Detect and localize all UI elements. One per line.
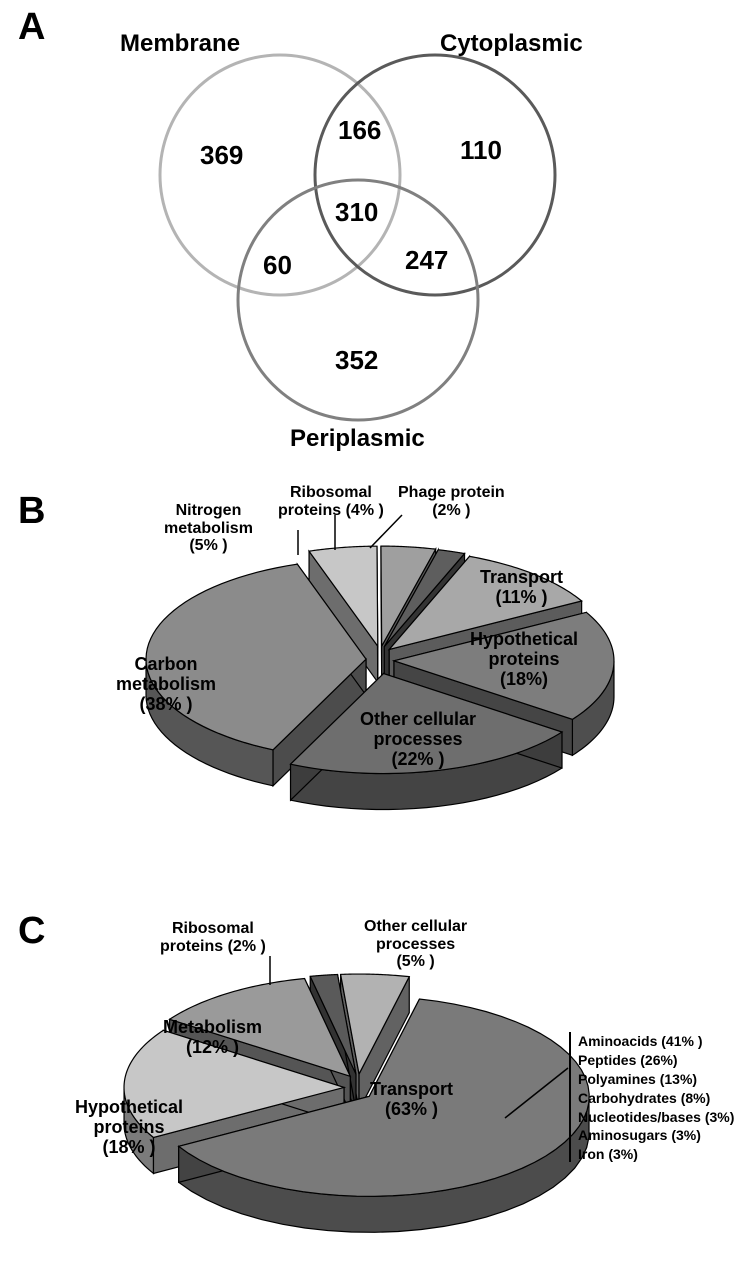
venn-value-periplasmic-only: 352 [335, 345, 378, 376]
venn-value-cytoplasmic-periplasmic: 247 [405, 245, 448, 276]
venn-label-cytoplasmic: Cytoplasmic [440, 30, 583, 58]
venn-value-membrane-only: 369 [200, 140, 243, 171]
transport-sub-item: Nucleotides/bases (3%) [578, 1108, 734, 1127]
venn-value-membrane-periplasmic: 60 [263, 250, 292, 281]
venn-value-cytoplasmic-only: 110 [460, 135, 502, 166]
venn-label-periplasmic: Periplasmic [290, 425, 425, 453]
figure-root: A B C Membrane Cytoplasmic Periplasmic 3… [0, 0, 753, 1270]
venn-value-all-three: 310 [335, 197, 378, 228]
transport-sub-item: Aminosugars (3%) [578, 1126, 734, 1145]
venn-value-membrane-cytoplasmic: 166 [338, 115, 381, 146]
transport-sub-item: Aminoacids (41% ) [578, 1032, 734, 1051]
transport-sub-item: Carbohydrates (8%) [578, 1089, 734, 1108]
transport-sub-item: Peptides (26%) [578, 1051, 734, 1070]
pieB-leaders [0, 470, 753, 900]
transport-breakdown: Aminoacids (41% )Peptides (26%)Polyamine… [578, 1032, 734, 1164]
venn-diagram [0, 0, 753, 470]
venn-label-membrane: Membrane [120, 30, 240, 58]
transport-sub-item: Polyamines (13%) [578, 1070, 734, 1089]
transport-sub-item: Iron (3%) [578, 1145, 734, 1164]
